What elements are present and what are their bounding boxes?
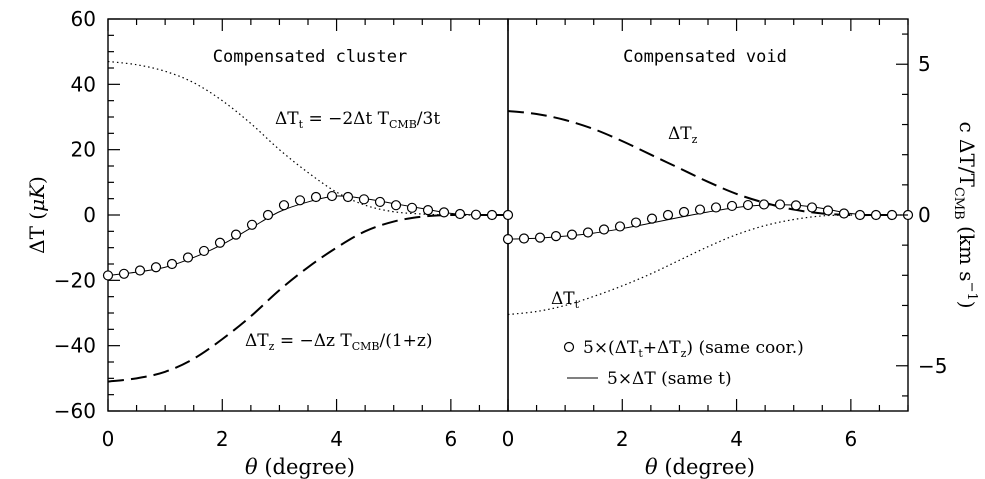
left-x-tick-label: 6 xyxy=(444,427,457,451)
right-plot-area xyxy=(502,109,914,316)
right-series-dashed-line xyxy=(507,109,908,217)
left-x-axis-label: θ (degree) xyxy=(245,455,355,479)
left-series-circles-point xyxy=(342,191,354,203)
right-series-circles-point xyxy=(710,202,722,213)
left-x-tick-label: 2 xyxy=(216,427,229,451)
left-series-circles-point xyxy=(326,190,338,202)
right-series-circles-point xyxy=(518,233,530,244)
left-y-tick-label: −40 xyxy=(54,334,96,358)
right-y-tick-label: −5 xyxy=(918,354,947,378)
left-series-circles-point xyxy=(374,196,386,208)
annotation-dTt-left: ΔTt = −2Δt TCMB/3t xyxy=(275,109,440,131)
left-y-axis-label: ΔT (μK) xyxy=(25,176,49,254)
right-series-circles-point xyxy=(886,209,898,221)
left-series-circles-point xyxy=(358,194,370,205)
left-series-circles-point xyxy=(102,270,114,281)
left-y-tick-label: 60 xyxy=(71,7,96,31)
legend-label-solid: 5×ΔT (same t) xyxy=(607,369,732,389)
legend-circle-marker xyxy=(563,341,575,353)
right-series-circles-point xyxy=(806,202,818,213)
left-series-circles-point xyxy=(166,258,178,270)
right-x-axis-label: θ (degree) xyxy=(645,455,755,479)
right-x-tick-label: 6 xyxy=(844,427,857,451)
right-y-tick-label: 0 xyxy=(918,203,931,227)
left-y-tick-label: 40 xyxy=(71,72,96,96)
right-series-circles-point xyxy=(822,205,834,216)
right-series-circles-point xyxy=(838,208,850,219)
left-series-circles-point xyxy=(118,268,130,279)
left-series-circles-point xyxy=(390,200,402,211)
left-series-circles-point xyxy=(214,237,226,248)
axis-ticks: 0 2 4 6 −60 −40 −20 0 20 40 60 0 2 4 6 −5 0 5 xyxy=(54,7,948,451)
right-series-circles-point xyxy=(614,221,626,232)
left-series-circles-point xyxy=(406,202,418,213)
right-series-circles-point xyxy=(502,234,514,245)
left-x-tick-label: 0 xyxy=(102,427,115,451)
left-plot-area xyxy=(102,60,514,383)
left-series-circles-point xyxy=(470,209,482,220)
right-series-circles-point xyxy=(678,206,690,218)
right-series-circles-point xyxy=(758,199,770,210)
right-series-circles-point xyxy=(534,232,546,243)
left-series-circles-point xyxy=(198,245,210,257)
right-x-tick-label: 4 xyxy=(730,427,743,451)
left-series-circles-point xyxy=(438,207,450,218)
left-y-tick-label: −60 xyxy=(54,399,96,423)
right-y-tick-label: 5 xyxy=(918,52,931,76)
left-series-circles-point xyxy=(262,209,274,221)
right-series-circles-point xyxy=(742,199,754,211)
right-series-circles-point xyxy=(790,200,802,211)
annotation-dTt-right: ΔTt xyxy=(551,289,580,311)
right-series-circles-point xyxy=(726,200,738,212)
right-series-circles-point xyxy=(870,209,882,221)
right-series-circles-point xyxy=(662,209,674,221)
left-series-circles-point xyxy=(486,209,498,221)
left-panel-title: Compensated cluster xyxy=(213,47,407,67)
left-series-circles-point xyxy=(182,252,194,263)
left-series-circles-point xyxy=(246,219,258,230)
right-x-tick-label: 2 xyxy=(616,427,629,451)
right-series-circles-point xyxy=(582,227,594,238)
right-series-circles-point xyxy=(774,199,786,210)
left-y-tick-label: 0 xyxy=(83,203,96,227)
annotation-dTz-right: ΔTz xyxy=(668,124,698,146)
right-x-tick-label: 0 xyxy=(502,427,515,451)
right-series-circles-point xyxy=(854,209,866,221)
right-series-circles-point xyxy=(550,231,562,242)
legend: 5×(ΔTt+ΔTz) (same coor.) 5×ΔT (same t) xyxy=(563,338,804,389)
right-series-circles-point xyxy=(566,229,578,240)
left-series-circles-point xyxy=(502,209,514,221)
left-series-circles-point xyxy=(294,195,306,206)
right-y-axis-label: c ΔT/TCMB (km s−1) xyxy=(951,121,979,308)
legend-label-circles: 5×(ΔTt+ΔTz) (same coor.) xyxy=(583,338,804,360)
right-panel-title: Compensated void xyxy=(623,47,787,67)
left-x-tick-label: 4 xyxy=(330,427,343,451)
left-y-tick-label: −20 xyxy=(54,268,96,292)
left-series-circles-point xyxy=(454,208,466,220)
left-series-dashed-line xyxy=(107,213,508,383)
left-series-circles-point xyxy=(278,200,290,211)
annotation-dTz-left: ΔTz = −Δz TCMB/(1+z) xyxy=(245,331,432,353)
left-series-dotted-line xyxy=(107,60,508,216)
left-series-circles-point xyxy=(230,229,242,240)
right-series-circles-point xyxy=(694,204,706,215)
left-y-tick-label: 20 xyxy=(71,138,96,162)
left-series-circles-point xyxy=(422,205,434,216)
left-series-circles-point xyxy=(134,265,146,276)
left-series-circles-point xyxy=(150,262,162,273)
right-series-circles-point xyxy=(646,213,658,224)
right-series-circles-point xyxy=(630,217,642,228)
right-series-circles-point xyxy=(598,224,610,235)
left-series-circles-point xyxy=(310,191,322,203)
